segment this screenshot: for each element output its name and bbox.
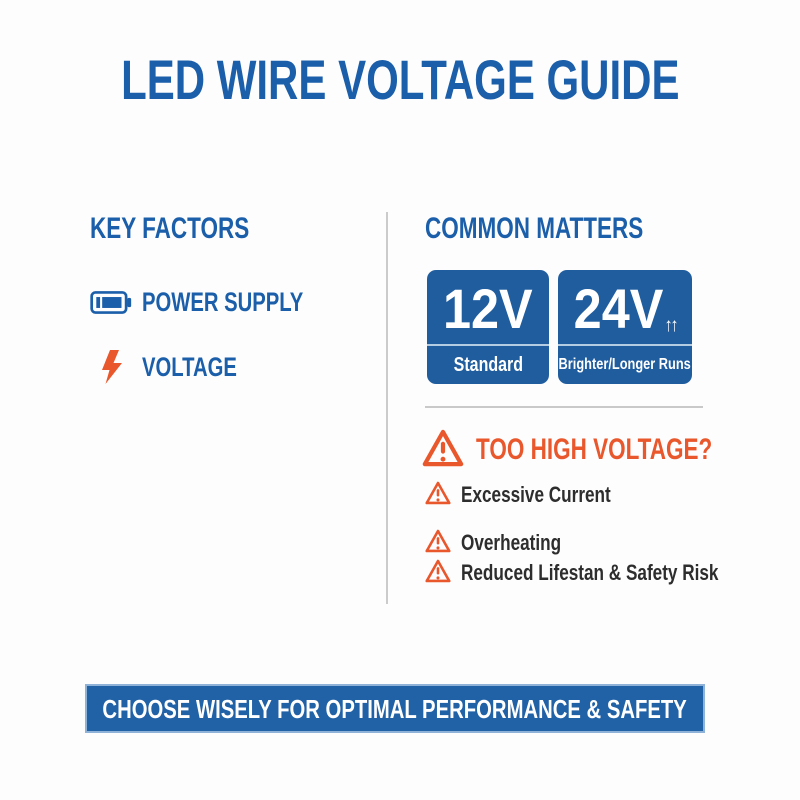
- factor-label: VOLTAGE: [142, 351, 237, 382]
- common-matters-heading: COMMON MATTERS: [425, 212, 644, 245]
- battery-icon: [88, 283, 134, 321]
- voltage-caption: Brighter/Longer Runs: [558, 356, 692, 373]
- key-factors-heading: KEY FACTORS: [90, 212, 250, 245]
- page-title: LED WIRE VOLTAGE GUIDE: [0, 50, 800, 110]
- warning-triangle-icon: [425, 529, 451, 558]
- voltage-cards: 12V Standard 24V ↑↑ Brighter/Longer Runs: [427, 270, 692, 384]
- warning-triangle-icon: [425, 559, 451, 588]
- horizontal-divider: [425, 406, 703, 408]
- factor-label: POWER SUPPLY: [142, 286, 304, 317]
- list-item-voltage: VOLTAGE: [88, 348, 269, 386]
- voltage-card-12v: 12V Standard: [427, 270, 549, 384]
- vertical-divider: [386, 212, 388, 604]
- lightning-icon: [88, 348, 134, 386]
- too-high-voltage-heading: TOO HIGH VOLTAGE?: [422, 428, 791, 472]
- footer-banner-text: CHOOSE WISELY FOR OPTIMAL PERFORMANCE & …: [102, 693, 688, 724]
- page-title-text: LED WIRE VOLTAGE GUIDE: [120, 48, 680, 111]
- warning-triangle-icon: [425, 481, 451, 510]
- up-arrows-icon: ↑↑: [664, 315, 678, 336]
- voltage-card-24v: 24V ↑↑ Brighter/Longer Runs: [558, 270, 692, 384]
- warning-item-excessive-current: Excessive Current: [425, 480, 653, 510]
- warning-triangle-icon: [422, 429, 464, 472]
- footer-banner: CHOOSE WISELY FOR OPTIMAL PERFORMANCE & …: [85, 684, 705, 733]
- voltage-caption: Standard: [453, 354, 523, 376]
- voltage-value: 24V ↑↑: [573, 277, 679, 340]
- warning-item-overheating: Overheating: [425, 528, 589, 558]
- card-divider: [427, 344, 549, 346]
- warning-item-reduced-lifespan: Reduced Lifestan & Safety Risk: [425, 558, 791, 588]
- card-divider: [558, 344, 692, 346]
- voltage-value: 12V: [443, 277, 533, 340]
- list-item-power-supply: POWER SUPPLY: [88, 284, 357, 320]
